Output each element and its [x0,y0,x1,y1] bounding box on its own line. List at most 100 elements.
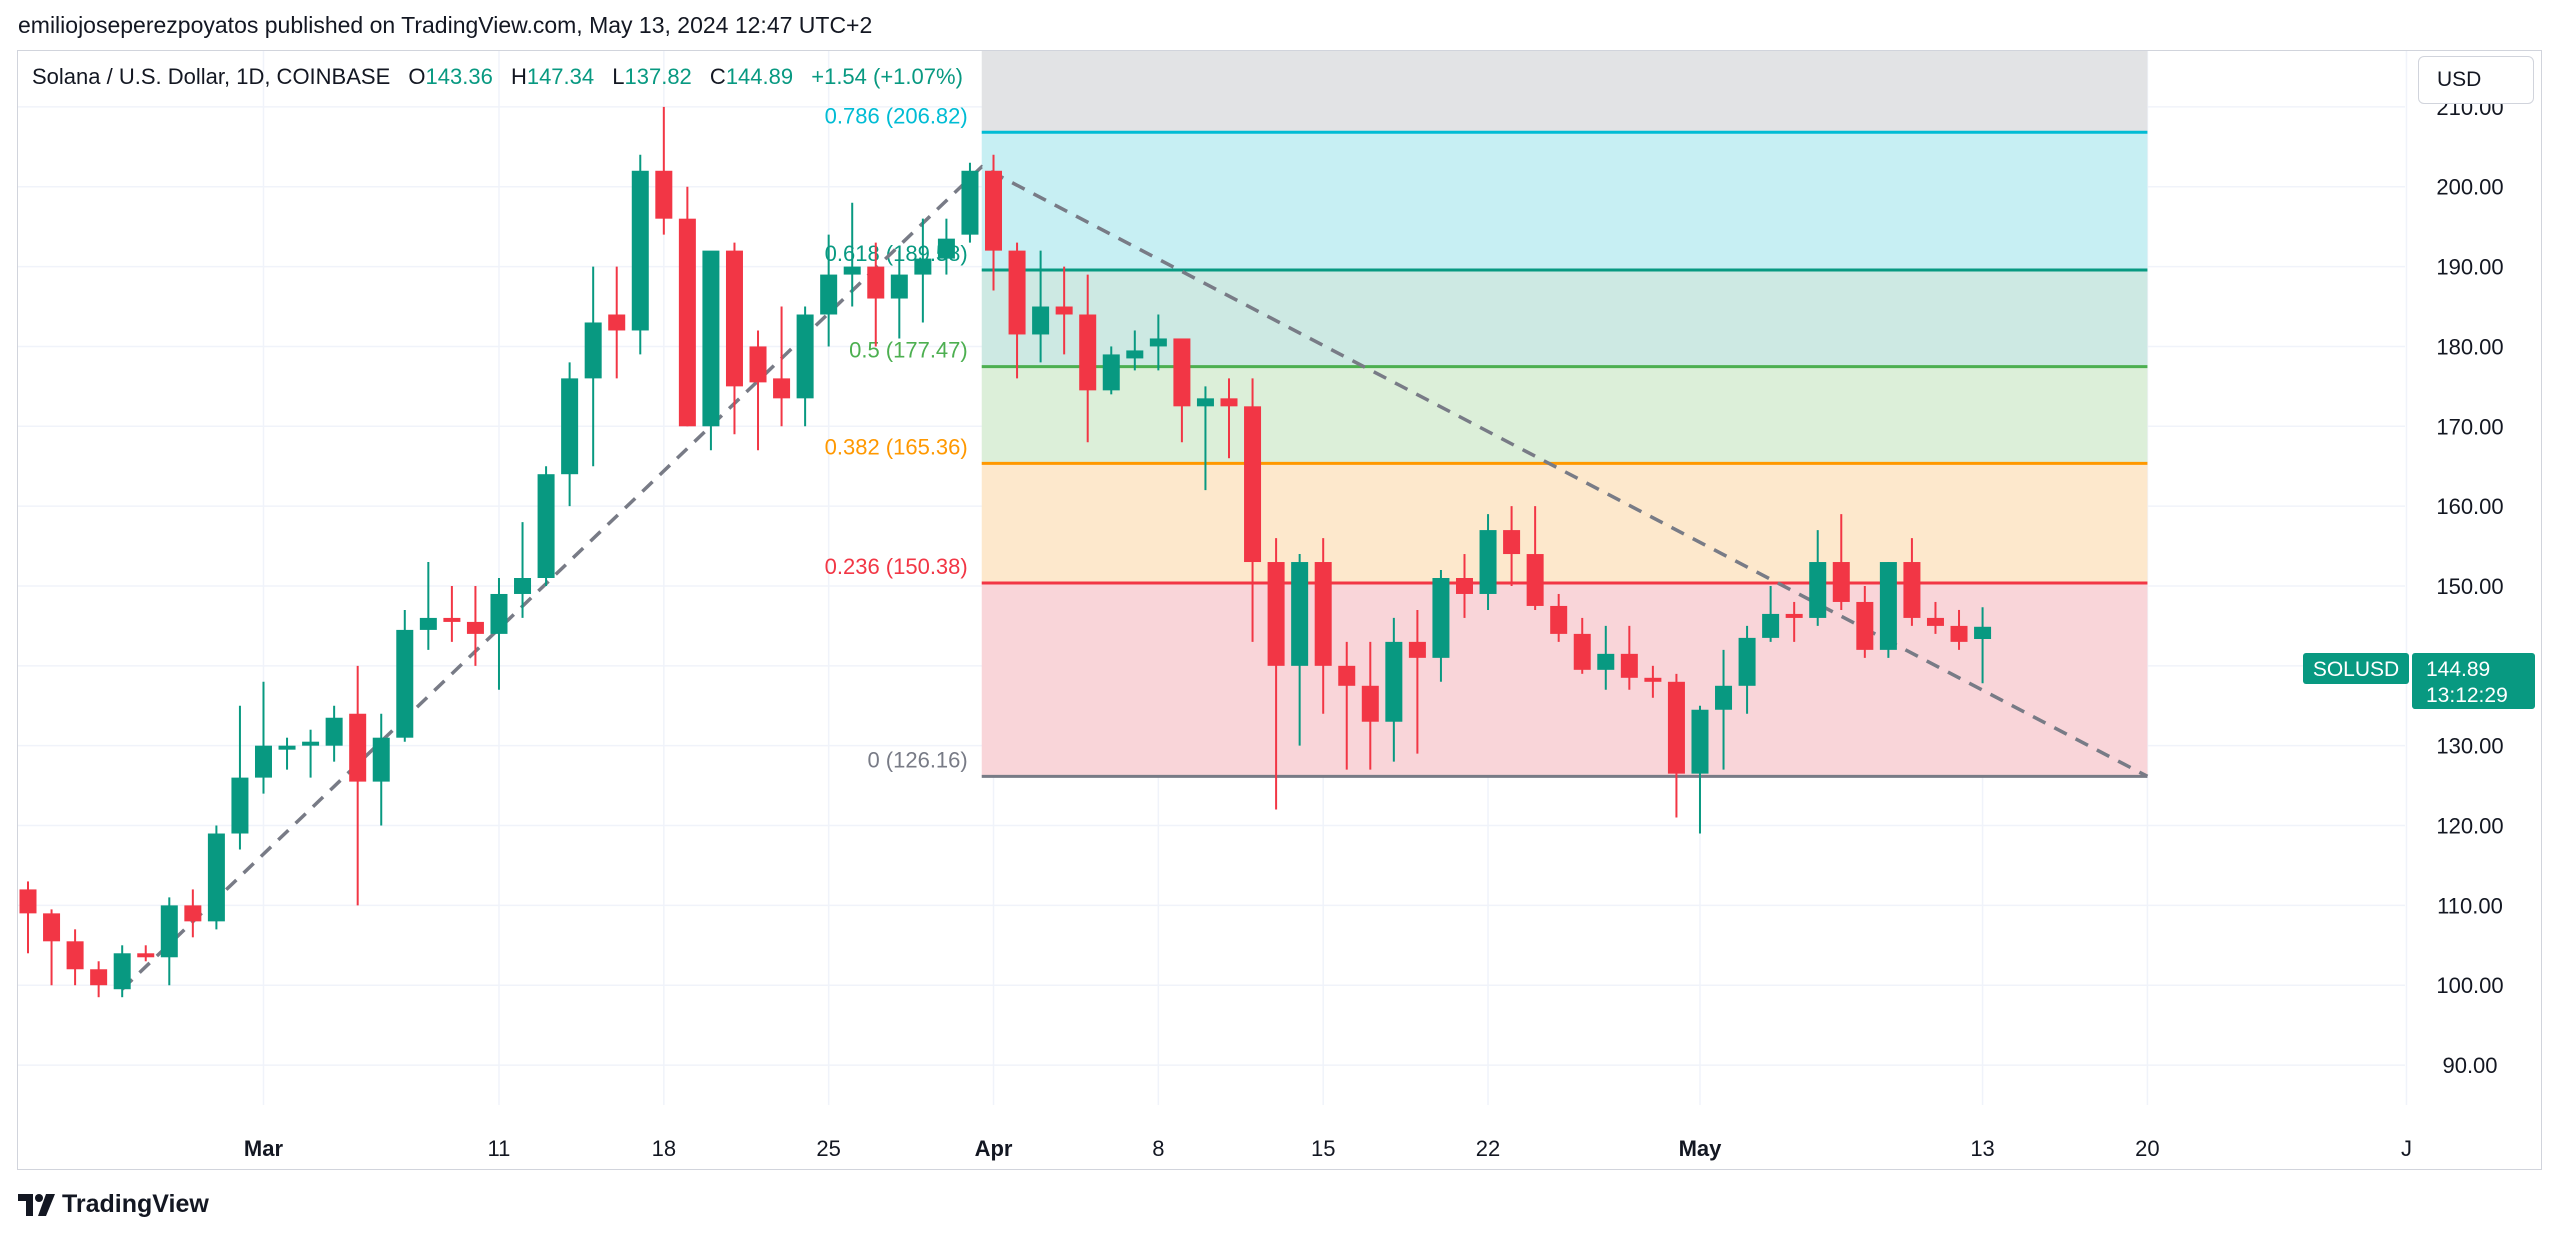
last-price-tag: SOLUSD 144.89 13:12:29 [2303,653,2535,709]
x-tick-label: J [2401,1136,2412,1161]
candle-body [1126,350,1144,359]
candle-body [1503,530,1521,555]
y-tick-label: 100.00 [2436,973,2503,998]
candle-body [490,593,508,634]
candle-body [372,737,390,782]
candle [1503,506,1521,586]
candle [1526,506,1544,610]
candle [1079,274,1097,443]
candle [867,242,885,347]
candle-body [749,346,767,383]
candle [584,266,602,467]
candle-body [1032,306,1050,335]
candle [231,705,249,850]
legend-low-label: L [612,64,625,89]
candle [278,737,296,770]
candle [1102,346,1120,395]
legend-symbol: Solana / U.S. Dollar, 1D, COINBASE [32,64,391,89]
candle [561,362,579,507]
candle-body [561,378,579,475]
candle-body [678,218,696,427]
candle-body [1691,709,1709,774]
candle [655,106,673,235]
candle-body [584,322,602,379]
candle [1903,538,1921,626]
tradingview-logo[interactable]: TradingView [18,1190,209,1219]
candle-body [514,578,532,594]
candle-body [443,617,461,622]
x-tick-label: 20 [2135,1136,2159,1161]
candle [254,681,272,794]
candle-body [1408,641,1426,658]
candle [1338,641,1356,770]
candle [19,881,37,954]
candle-body [1832,562,1850,602]
candle [1715,649,1733,770]
candle-body [1809,562,1827,618]
candle [1950,609,1968,650]
candle-body [1244,406,1262,563]
candle [1267,538,1285,810]
candle-body [1620,653,1638,678]
candle-body [608,314,626,331]
candle-body [1055,306,1073,315]
y-tick-label: 160.00 [2436,494,2503,519]
candle [1879,562,1897,658]
currency-selector[interactable]: USD [2418,56,2534,104]
time-axis: Mar 11 18 25 Apr 8 15 22 May 13 20 J [244,1136,2412,1161]
candle [184,889,202,938]
candle-body [184,905,202,922]
candle [961,162,979,243]
candle [985,154,1003,291]
candle-body [1715,685,1733,710]
candle-body [1079,314,1097,391]
candle [466,585,484,666]
candle-body [1573,633,1591,670]
candle-body [90,969,108,986]
candle [372,713,390,826]
candle-body [1338,665,1356,686]
fib-zone-0.5 [981,366,2148,464]
fib-zone-0.618 [981,269,2148,367]
candle-body [349,713,367,782]
candle [43,909,61,986]
candle-body [1008,250,1026,335]
candle [1856,585,1874,658]
candle-body [843,266,861,275]
candle [1550,593,1568,642]
candle-body [1149,338,1167,347]
fib-zone-0.786 [981,132,2148,270]
candle-body [1314,562,1332,666]
chart-frame[interactable] [17,50,2542,1170]
candle [1832,514,1850,610]
candle [725,242,743,435]
x-tick-label: 8 [1152,1136,1164,1161]
y-tick-label: 120.00 [2436,814,2503,839]
candle-body [160,905,178,958]
candle-body [1385,641,1403,722]
candle-body [43,913,61,942]
legend-change: +1.54 (+1.07%) [811,64,963,89]
price-tag-price: 144.89 [2426,658,2490,681]
candle [325,705,343,762]
candle [1667,673,1685,818]
candle-body [1432,578,1450,658]
candle-body [890,274,908,299]
y-tick-label: 180.00 [2436,334,2503,359]
y-tick-label: 200.00 [2436,175,2503,200]
candle-body [1102,354,1120,391]
candle-body [796,314,814,399]
price-tag-countdown: 13:12:29 [2426,684,2508,707]
tradingview-logo-icon [18,1193,55,1216]
candle [1691,705,1709,834]
candle [1455,554,1473,618]
candle-body [1173,338,1191,407]
candle-body [278,745,296,750]
candle-body [396,629,414,738]
candle-body [631,170,649,331]
candle-body [113,953,131,990]
fib-zone-top [981,51,2148,133]
candle [113,945,131,998]
candle [843,202,861,307]
